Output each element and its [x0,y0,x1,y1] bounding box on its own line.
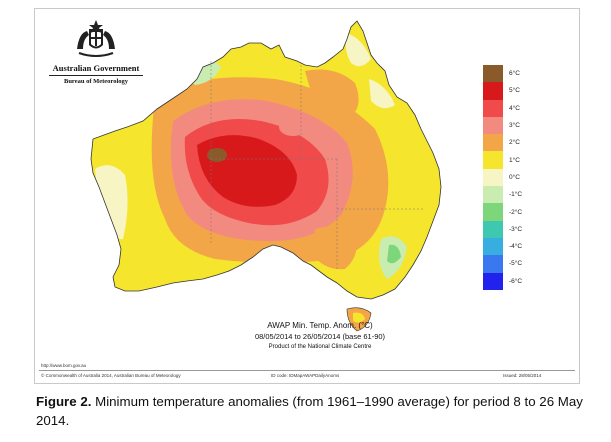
region-6c [207,148,227,162]
coat-of-arms-icon [77,20,115,57]
legend-item: -2°C [483,203,553,221]
legend-label: 0°C [509,173,520,181]
legend-item: 4°C [483,99,553,117]
region-2c-north [305,69,359,119]
legend-item: -6°C [483,272,553,290]
legend-item: 6°C [483,65,553,83]
legend-swatch [483,82,503,100]
legend-item: 5°C [483,82,553,100]
map-title: AWAP Min. Temp. Anom. (°C) [267,321,373,330]
region-3c-small [279,118,307,136]
figure-frame: Australian Government Bureau of Meteorol… [34,8,580,384]
legend-item: 1°C [483,151,553,169]
legend-item: -5°C [483,255,553,273]
legend-swatch [483,255,503,273]
logo-divider [49,75,143,76]
state-borders [210,61,425,271]
legend-item: -1°C [483,186,553,204]
legend-swatch [483,168,503,187]
legend-swatch [483,272,503,290]
mainland-coastline [90,20,442,300]
legend-swatch [483,203,503,221]
footer-divider [39,370,575,371]
legend-label: -2°C [509,208,523,216]
legend-label: 6°C [509,70,520,78]
legend-label: 5°C [509,87,520,95]
issued-date: Issued: 28/05/2014 [503,373,542,378]
legend-label: 1°C [509,156,520,164]
anomaly-map [90,20,442,332]
legend-swatch [483,151,503,169]
legend-swatch [483,186,503,204]
bom-logo: Australian Government Bureau of Meteorol… [41,19,151,85]
legend-label: -4°C [509,243,523,251]
bureau-name: Bureau of Meteorology [63,78,129,85]
region-2c-vic [313,227,357,270]
legend-label: -3°C [509,225,523,233]
government-name: Australian Government [52,63,140,73]
legend-label: -5°C [509,260,523,268]
legend-item: 2°C [483,134,553,152]
color-legend: 6°C 5°C 4°C 3°C 2°C 1°C 0°C -1°C -2°C -3°C -4°C -5°… [483,65,553,290]
legend-swatch [483,134,503,152]
region-0c-capeyork [345,33,371,67]
region-minus2c-nsw [387,244,401,264]
legend-swatch [483,65,503,83]
legend-swatch [483,220,503,238]
legend-label: 4°C [509,104,520,112]
legend-swatch [483,99,503,117]
legend-label: -1°C [509,191,523,199]
id-code: ID code: IDMapAWAPDailyAnoms [271,373,340,378]
map-title-block: AWAP Min. Temp. Anom. (°C) 08/05/2014 to… [225,321,415,350]
bom-url[interactable]: http://www.bom.gov.au [41,363,87,368]
tasmania-1c-region [353,312,365,323]
caption-label: Figure 2. [36,394,92,409]
legend-item: 0°C [483,168,553,187]
legend-item: 3°C [483,116,553,135]
legend-label: 3°C [509,122,520,130]
legend-label: -6°C [509,277,523,285]
map-producer: Product of the National Climate Centre [268,344,372,350]
legend-swatch [483,237,503,256]
legend-swatch [483,116,503,135]
region-0c-qld [369,79,395,109]
legend-label: 2°C [509,139,520,147]
copyright-note: © Commonwealth of Australia 2014, Austra… [41,373,181,378]
legend-item: -3°C [483,220,553,238]
map-period: 08/05/2014 to 26/05/2014 (base 61-90) [254,332,386,341]
region-0c-wa [95,165,128,240]
caption-text: Minimum temperature anomalies (from 1961… [36,394,583,428]
figure-caption: Figure 2. Minimum temperature anomalies … [36,392,604,430]
legend-item: -4°C [483,237,553,256]
